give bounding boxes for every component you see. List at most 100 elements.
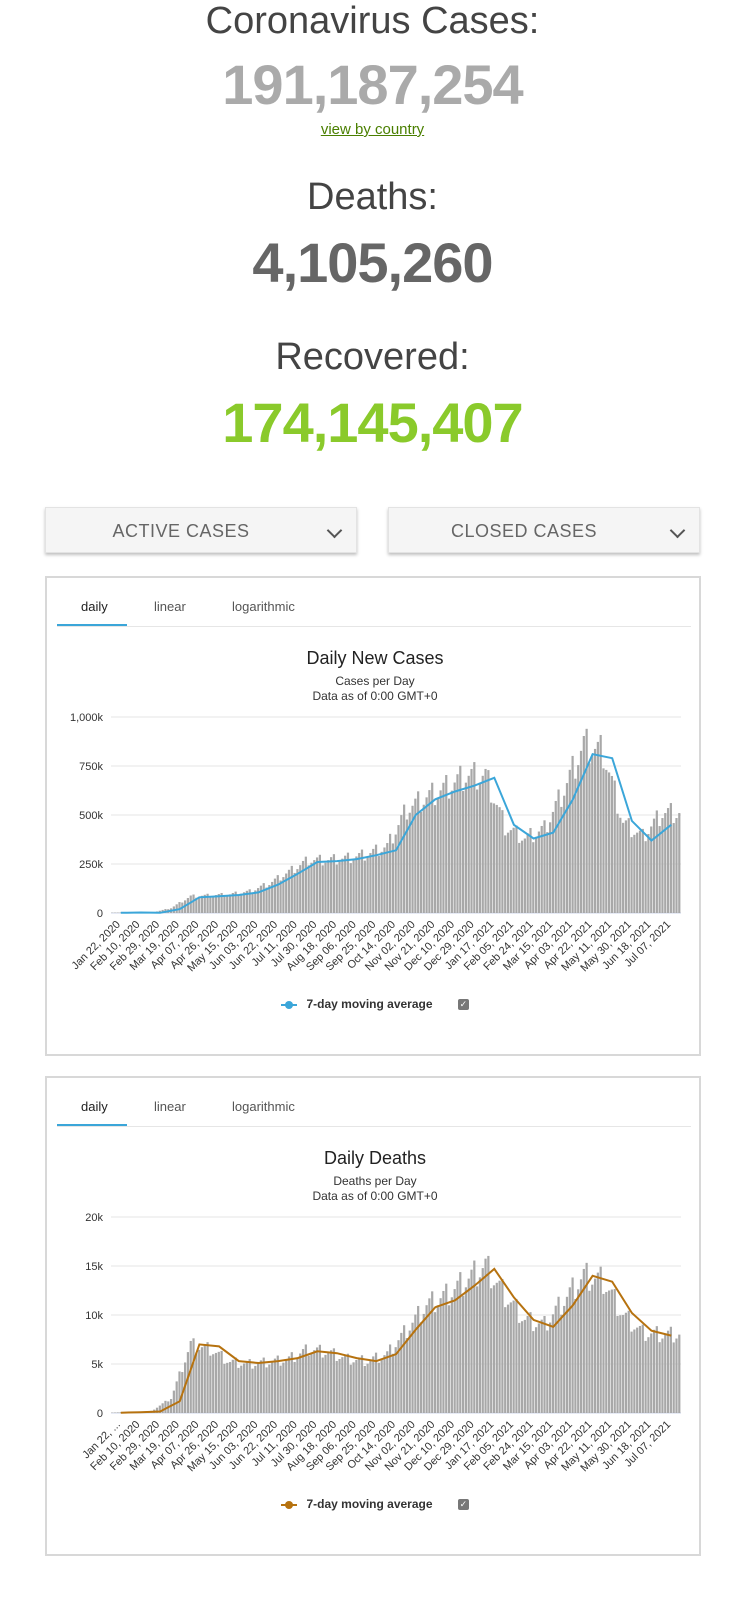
bar [571, 755, 574, 913]
daily-cases-panel: daily linear logarithmic Daily New Cases… [45, 576, 701, 1056]
bar [473, 762, 476, 913]
chevron-down-icon [669, 522, 686, 539]
bar [529, 1312, 532, 1413]
bar [386, 1351, 389, 1413]
tab-logarithmic[interactable]: logarithmic [232, 1099, 295, 1114]
bar [388, 833, 392, 913]
tab-linear[interactable]: linear [154, 1099, 186, 1114]
bar [212, 896, 215, 913]
bar [380, 851, 383, 913]
bar [596, 1272, 599, 1413]
chart-data-as-of: Data as of 0:00 GMT+0 [312, 1189, 438, 1203]
bar [324, 862, 327, 913]
bar [554, 1305, 557, 1413]
bar [257, 1363, 260, 1413]
bar [419, 811, 423, 913]
active-cases-dropdown[interactable]: ACTIVE CASES [45, 507, 357, 553]
bar [509, 1302, 512, 1413]
bar [599, 1266, 602, 1413]
bar [537, 1323, 541, 1413]
y-tick-label: 1,000k [70, 712, 104, 724]
tab-logarithmic[interactable]: logarithmic [232, 599, 295, 614]
bar [363, 1366, 366, 1413]
bar [630, 837, 633, 913]
bar [327, 1352, 330, 1413]
bar [212, 1354, 215, 1413]
chart-legend[interactable]: 7-day moving average ✓ [47, 997, 703, 1011]
bar [619, 817, 622, 913]
tab-linear[interactable]: linear [154, 599, 186, 614]
moving-average-line [120, 1267, 672, 1414]
bar [119, 1412, 122, 1413]
bar [554, 800, 557, 913]
checkbox-icon[interactable]: ✓ [457, 999, 469, 1011]
bar [192, 894, 195, 913]
bar [358, 1357, 361, 1413]
bar [405, 1338, 409, 1413]
bar [588, 763, 591, 913]
bar [588, 1290, 591, 1413]
bar [324, 1354, 327, 1413]
moving-average-line [120, 753, 672, 914]
bar [242, 1363, 246, 1413]
view-by-country-link[interactable]: view by country [320, 121, 425, 138]
closed-cases-dropdown[interactable]: CLOSED CASES [388, 507, 700, 553]
bar [273, 1358, 277, 1413]
bar [282, 877, 285, 913]
bar [254, 890, 257, 913]
bar [344, 855, 347, 913]
bar [338, 861, 341, 913]
bar [585, 1262, 588, 1413]
bar [585, 728, 588, 913]
bar [268, 1364, 271, 1413]
bar [470, 768, 473, 913]
bar [318, 1344, 321, 1413]
bar [666, 1330, 670, 1413]
bar [374, 1352, 378, 1413]
bar [661, 1338, 664, 1413]
bar [636, 1327, 639, 1413]
bar [287, 1356, 291, 1413]
bar [678, 1334, 681, 1413]
bar [341, 1357, 344, 1413]
bar [523, 838, 526, 913]
bar [436, 797, 439, 913]
bar [607, 1290, 611, 1413]
bar [577, 765, 580, 913]
chart-subtitle: Cases per Day [335, 674, 415, 688]
bar [293, 872, 296, 913]
bar [675, 1338, 678, 1413]
bar [231, 1359, 234, 1413]
bar [532, 842, 535, 913]
chart-legend[interactable]: 7-day moving average ✓ [47, 1497, 703, 1511]
bar [228, 894, 232, 913]
bar [315, 857, 319, 913]
bar [209, 897, 212, 913]
bar [237, 895, 240, 913]
bar [287, 869, 291, 913]
cases-count: 191,187,254 [222, 53, 523, 116]
bar [655, 1326, 658, 1413]
tab-daily[interactable]: daily [81, 599, 108, 614]
bar [560, 1314, 563, 1413]
bar [349, 863, 352, 913]
bar [577, 1289, 580, 1413]
bar [431, 782, 434, 913]
bar [369, 1360, 372, 1413]
bar [664, 1334, 667, 1413]
bar [568, 769, 571, 913]
bar [537, 831, 541, 913]
bar [540, 1319, 543, 1413]
bar [186, 1352, 190, 1413]
bar [490, 1288, 493, 1413]
bar [613, 1289, 616, 1413]
bar [622, 822, 625, 913]
bar [338, 1359, 341, 1413]
bar [638, 1325, 642, 1413]
tab-daily[interactable]: daily [81, 1099, 108, 1114]
checkbox-icon[interactable]: ✓ [457, 1499, 469, 1511]
bar [518, 842, 521, 913]
bar [532, 1331, 535, 1413]
legend-label: 7-day moving average [306, 1497, 433, 1511]
bar [414, 1314, 417, 1413]
